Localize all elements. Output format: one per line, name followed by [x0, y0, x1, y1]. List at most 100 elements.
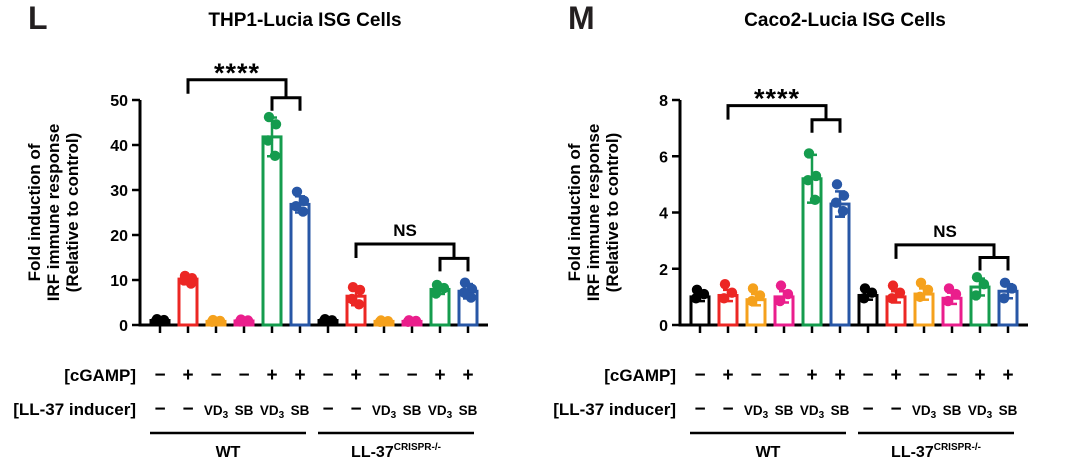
inducer-vd: VD [744, 403, 763, 418]
data-point [234, 316, 246, 327]
data-point [950, 288, 962, 300]
data-point [830, 197, 842, 208]
data-point [185, 278, 197, 289]
inducer-value: SB [459, 403, 478, 418]
significance-ns-label: NS [933, 222, 957, 241]
data-point [430, 288, 442, 299]
inducer-value: − [694, 399, 705, 420]
data-point [206, 316, 218, 328]
data-point [970, 290, 982, 301]
data-point [326, 315, 338, 326]
data-point [809, 194, 821, 206]
data-point [270, 119, 282, 130]
cgamp-value: − [750, 365, 761, 386]
y-axis-title-line: Fold induction of [565, 143, 584, 281]
inducer-value: VD3 [428, 403, 453, 421]
inducer-value: SB [291, 403, 310, 418]
inducer-value: − [182, 399, 193, 420]
cgamp-value: + [1002, 365, 1013, 386]
inducer-vd-sub: 3 [987, 410, 993, 421]
inducer-value: VD3 [800, 403, 825, 421]
y-tick-label: 4 [659, 206, 668, 223]
y-tick-label: 50 [110, 93, 128, 110]
data-point [269, 150, 281, 161]
group-label: LL-37CRISPR-/- [891, 442, 981, 461]
inducer-value: SB [775, 403, 794, 418]
y-axis-title-line: IRF immune response [44, 124, 63, 302]
group-label: WT [756, 444, 781, 461]
data-point [942, 295, 954, 307]
cgamp-value: − [154, 365, 165, 386]
y-axis-title-line: Fold induction of [25, 143, 44, 281]
inducer-vd-sub: 3 [931, 410, 937, 421]
data-point [298, 195, 310, 206]
group-label-base: LL-37 [351, 444, 394, 461]
cgamp-value: − [238, 365, 249, 386]
group-label: LL-37CRISPR-/- [351, 442, 441, 461]
inducer-vd-sub: 3 [819, 410, 825, 421]
inducer-value: VD3 [372, 403, 397, 421]
inducer-value: SB [831, 403, 850, 418]
panel-L: L THP1-Lucia ISG Cells 0 10 20 30 40 50 Fold i… [13, 0, 488, 461]
data-point [242, 315, 254, 326]
data-point [718, 293, 730, 304]
y-tick-label: 0 [119, 318, 128, 335]
data-point [374, 316, 386, 328]
cgamp-row-label: [cGAMP] [604, 366, 676, 385]
significance-bracket-sub [978, 256, 1010, 271]
bar-chart-THP1: 0 10 20 30 40 50 Fold induction ofIRF immune r… [13, 58, 488, 461]
inducer-vd: VD [372, 403, 391, 418]
y-axis-title-line: IRF immune response [584, 124, 603, 302]
inducer-value: SB [943, 403, 962, 418]
cgamp-row-label: [cGAMP] [64, 366, 136, 385]
inducer-value: − [154, 399, 165, 420]
inducer-vd: VD [800, 403, 819, 418]
data-point [943, 283, 955, 294]
data-point [922, 284, 934, 296]
data-point [354, 284, 366, 296]
bar-chart-Caco2: 0 2 4 6 8 Fold induction ofIRF immune respons… [553, 84, 1028, 461]
data-point [774, 295, 786, 307]
significance-bracket-main [186, 78, 288, 98]
cgamp-value: − [322, 365, 333, 386]
data-point [466, 283, 478, 295]
y-axis-title: Fold induction ofIRF immune response(Rel… [25, 124, 82, 302]
inducer-value: VD3 [260, 403, 285, 421]
group-label-base: LL-37 [891, 444, 934, 461]
inducer-value: VD3 [744, 403, 769, 421]
data-point [214, 315, 226, 327]
significance-ns-label: NS [393, 221, 417, 240]
data-point [291, 186, 303, 197]
data-point [402, 316, 414, 328]
cgamp-value: − [862, 365, 873, 386]
inducer-vd-sub: 3 [763, 410, 769, 421]
data-point [465, 292, 477, 303]
inducer-value: VD3 [204, 403, 229, 421]
data-point [262, 135, 274, 146]
data-point [999, 277, 1011, 289]
inducer-value: − [322, 399, 333, 420]
group-label-sup: CRISPR-/- [394, 442, 441, 453]
cgamp-value: − [778, 365, 789, 386]
data-point [690, 293, 702, 304]
data-point [886, 293, 898, 304]
significance-stars: **** [214, 58, 260, 88]
inducer-vd-sub: 3 [391, 410, 397, 421]
data-point [290, 201, 302, 212]
cgamp-value: + [434, 365, 445, 386]
y-tick-label: 40 [110, 138, 128, 155]
inducer-vd-sub: 3 [279, 410, 285, 421]
data-point [998, 293, 1010, 304]
cgamp-value: − [694, 365, 705, 386]
inducer-value: SB [403, 403, 422, 418]
panel-M: M Caco2-Lucia ISG Cells 0 2 4 6 8 Fold induct… [540, 0, 1080, 470]
cgamp-value: + [350, 365, 361, 386]
y-tick-label: 10 [110, 273, 128, 290]
data-point [459, 277, 471, 288]
y-tick-label: 6 [659, 149, 668, 166]
data-point [698, 288, 710, 300]
cgamp-value: + [182, 365, 193, 386]
data-point [775, 280, 787, 291]
data-point [887, 280, 899, 291]
